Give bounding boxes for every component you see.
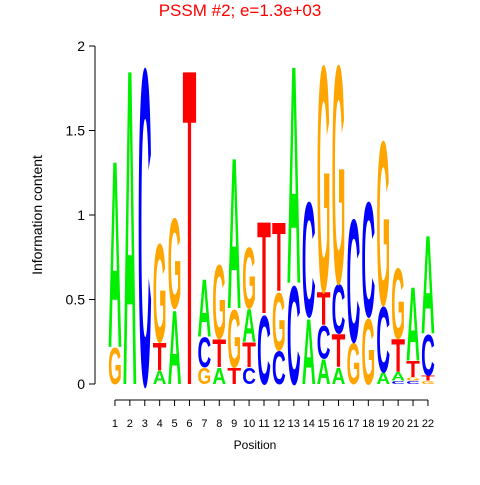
logo-letter: T [272,203,286,313]
x-tick-label: 14 [303,418,315,430]
logo-letter: C [302,168,316,352]
logo-letter: A [108,104,122,403]
logo-letter: G [317,0,331,360]
logo-letter: A [332,363,346,389]
logo-letter: A [317,352,331,391]
x-tick-label: 21 [407,418,419,430]
x-tick-label: 11 [258,418,269,430]
logo-letter: T [406,356,420,382]
x-tick-label: 1 [112,418,118,430]
x-tick-label: 13 [288,418,300,430]
x-tick-label: 3 [142,418,148,430]
logo-letter: C [272,341,286,394]
logo-letter: A [123,0,137,480]
logo-letter: A [153,367,167,388]
logo-letter: G [406,376,420,381]
logo-letter: G [361,299,375,405]
logo-letter: G [332,1,346,350]
logo-letter: C [242,363,256,389]
logo-letter: G [153,214,167,372]
x-tick-label: 16 [332,418,344,430]
logo-letter: C [347,183,361,380]
y-tick-label: 0 [77,376,85,392]
logo-letter: A [302,299,316,405]
y-tick-label: 1.5 [66,123,86,139]
logo-letter: G [272,277,286,369]
logo-letter: G [198,363,212,389]
logo-letter: G [376,94,390,356]
logo-letter: A [391,370,405,383]
logo-letter: T [421,374,435,382]
logo-letter: C [317,316,331,369]
x-tick-label: 22 [422,418,434,430]
x-tick-label: 5 [172,418,178,430]
logo-letter: C [287,256,301,414]
logo-letter: C [198,330,212,377]
x-tick-label: 7 [201,418,207,430]
logo-letter: T [212,331,226,376]
logo-letter: C [138,0,152,480]
x-tick-label: 12 [273,418,285,430]
chart-title: PSSM #2; e=1.3e+03 [159,1,322,20]
logo-letter: C [391,380,405,385]
x-tick-label: 6 [186,418,192,430]
logo-letter: G [347,332,361,397]
x-tick-label: 19 [377,418,389,430]
logo-letter: A [406,265,420,383]
x-axis-label: Position [234,438,277,452]
y-tick-label: 0.5 [66,292,86,308]
logo-letter: G [227,293,241,385]
logo-letter: T [227,363,241,389]
logo-letter: C [376,287,390,393]
x-tick-label: 18 [362,418,374,430]
x-tick-label: 17 [347,418,359,430]
logo-letter: T [391,330,405,383]
x-tick-label: 20 [392,418,404,430]
logo-letter: C [257,296,271,406]
x-tick-label: 10 [243,418,255,430]
logo-letter: A [198,263,212,355]
logo-letter: C [332,271,346,349]
logo-letter: C [361,168,375,352]
logo-letter: G [108,337,122,395]
logo-letter: G [421,380,435,385]
logo-letter: G [242,229,256,326]
y-tick-label: 1 [77,207,85,223]
logo-letter: T [317,282,331,335]
logo-letter: T [153,335,167,380]
logo-letter: C [406,380,420,385]
logo-letter: G [212,243,226,361]
y-tick-label: 2 [77,38,85,54]
logo-letter: T [257,194,271,341]
logo-letter: A [287,1,301,350]
logo-letter: A [227,113,241,354]
y-axis-label: Information content [29,155,45,275]
logo-letter: G [391,248,405,361]
x-tick-label: 8 [216,418,222,430]
logo-letter: A [421,205,435,363]
logo-letter: C [421,323,435,388]
logo-letter: T [183,0,197,480]
logo-letter: G [168,192,182,336]
logo-letter: A [242,299,256,352]
x-tick-label: 15 [317,418,329,430]
x-tick-label: 9 [231,418,237,430]
logo-letter: T [332,324,346,377]
x-tick-label: 2 [127,418,133,430]
logo-letter: A [168,288,182,406]
x-tick-label: 4 [157,418,163,430]
logo-letter: T [242,335,256,374]
logo-letter: A [212,363,226,389]
logo-letter: A [376,369,390,387]
